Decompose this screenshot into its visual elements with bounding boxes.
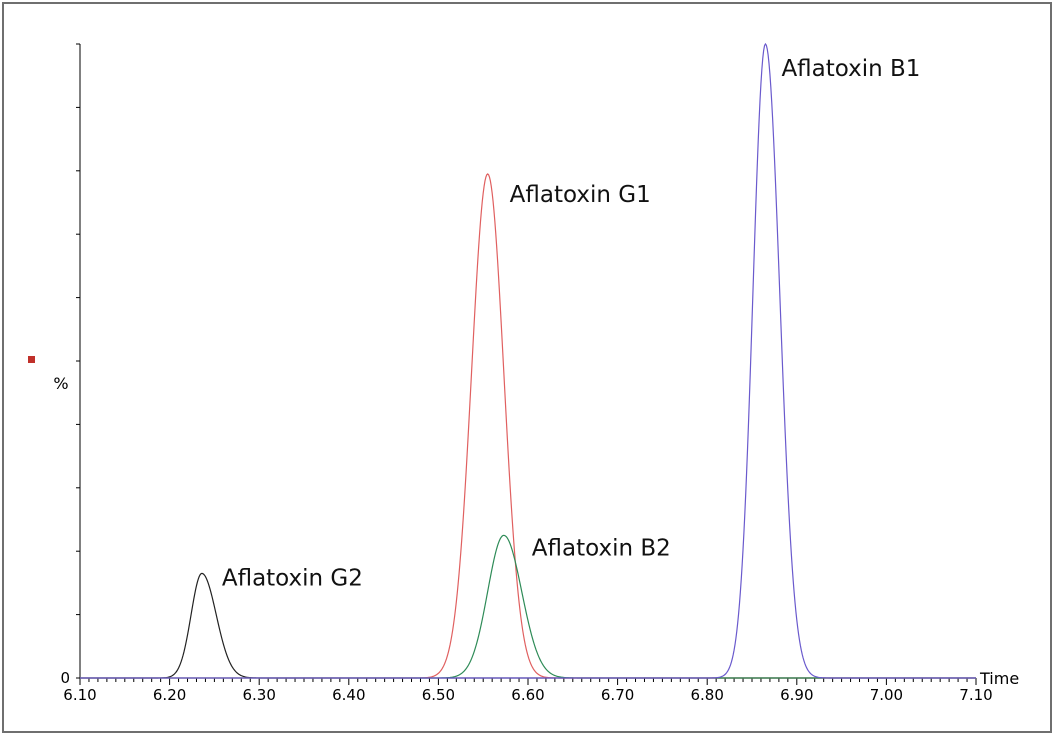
x-tick-label: 6.20 [153, 686, 186, 704]
x-tick-label: 6.60 [511, 686, 544, 704]
peak-label: Aflatoxin G1 [510, 182, 651, 208]
x-tick-label: 7.00 [870, 686, 903, 704]
axis-marker-icon [28, 356, 35, 363]
x-tick-label: 6.50 [422, 686, 455, 704]
peak-label: Aflatoxin B1 [781, 56, 920, 82]
x-tick-label: 6.30 [242, 686, 275, 704]
x-tick-label: 6.40 [332, 686, 365, 704]
axes: 6.10 6.20 6.30 6.40 6.50 6.60 6.70 6.80 6.90 7.00… [28, 43, 1019, 704]
series-line-1 [80, 173, 976, 679]
x-tick-label: 6.10 [63, 686, 96, 704]
y-tick-label: 0 [60, 669, 70, 687]
x-tick-label: 7.10 [959, 686, 992, 704]
x-tick-label: 6.90 [780, 686, 813, 704]
series-line-3 [80, 42, 976, 679]
series-line-0 [80, 572, 976, 679]
x-axis-title: Time [979, 669, 1019, 688]
peak-label: Aflatoxin G2 [222, 565, 363, 591]
peak-label: Aflatoxin B2 [532, 535, 671, 561]
peak-labels: Aflatoxin G2 Aflatoxin G1 Aflatoxin B2 Afla… [222, 56, 921, 591]
y-axis-title: % [53, 374, 68, 393]
x-tick-label: 6.70 [601, 686, 634, 704]
x-tick-label: 6.80 [690, 686, 723, 704]
traces [80, 42, 976, 679]
chromatogram-chart: 6.10 6.20 6.30 6.40 6.50 6.60 6.70 6.80 6.90 7.00… [28, 42, 1019, 704]
